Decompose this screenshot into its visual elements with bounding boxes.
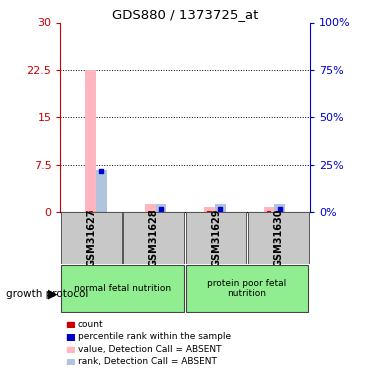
Text: GSM31627: GSM31627 <box>86 209 96 267</box>
Text: protein poor fetal
nutrition: protein poor fetal nutrition <box>207 279 287 298</box>
Bar <box>145 204 156 212</box>
Bar <box>156 204 166 212</box>
Bar <box>204 207 215 212</box>
Bar <box>267 211 271 212</box>
Bar <box>67 347 74 352</box>
Text: GSM31628: GSM31628 <box>149 209 159 267</box>
Bar <box>215 204 226 212</box>
Bar <box>148 211 152 212</box>
Text: value, Detection Call = ABSENT: value, Detection Call = ABSENT <box>78 345 222 354</box>
Bar <box>186 212 246 264</box>
Bar <box>96 170 107 212</box>
Bar <box>61 266 184 312</box>
Bar <box>275 204 285 212</box>
Bar <box>248 212 309 264</box>
Text: rank, Detection Call = ABSENT: rank, Detection Call = ABSENT <box>78 357 217 366</box>
Bar <box>264 207 275 212</box>
Bar <box>124 212 184 264</box>
Bar <box>67 359 74 364</box>
Bar <box>67 322 74 327</box>
Bar <box>186 266 308 312</box>
Bar <box>207 211 212 212</box>
Bar <box>89 211 93 212</box>
Text: normal fetal nutrition: normal fetal nutrition <box>74 284 171 293</box>
Text: GSM31630: GSM31630 <box>273 209 284 267</box>
Title: GDS880 / 1373725_at: GDS880 / 1373725_at <box>112 8 259 21</box>
Bar <box>67 334 74 340</box>
Text: count: count <box>78 320 104 329</box>
Text: percentile rank within the sample: percentile rank within the sample <box>78 332 231 341</box>
Bar <box>85 70 96 212</box>
Text: growth protocol: growth protocol <box>6 290 88 299</box>
Bar <box>61 212 122 264</box>
Text: GSM31629: GSM31629 <box>211 209 221 267</box>
Text: ▶: ▶ <box>48 288 58 301</box>
